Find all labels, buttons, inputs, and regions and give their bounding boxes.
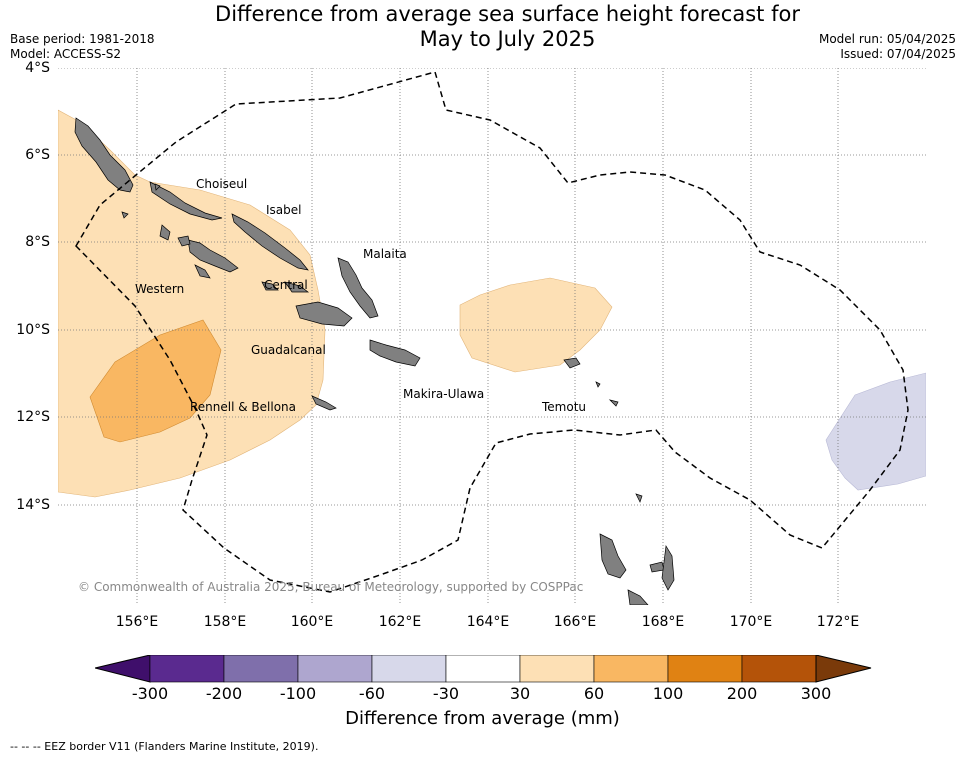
lat-label-14s: 14°S [16, 497, 50, 513]
lat-label-8s: 8°S [25, 234, 50, 250]
island-espiritu-santo [599, 533, 627, 579]
island-santa-isabel [231, 213, 309, 271]
colorbar-tick-8: 100 [652, 684, 684, 703]
island-vanuatu-mid [649, 561, 665, 573]
island-rendova [194, 264, 211, 279]
colorbar-tick-5: -30 [432, 684, 460, 703]
meta-left: Base period: 1981-2018 Model: ACCESS-S2 [10, 32, 155, 62]
island-small-5 [154, 183, 161, 191]
colorbar [95, 655, 872, 683]
colorbar-bin-1 [149, 655, 225, 683]
colorbar-tick-9: 200 [726, 684, 758, 703]
colorbar-bin-2 [223, 655, 299, 683]
footer-note: -- -- -- EEZ border V11 (Flanders Marine… [10, 740, 319, 753]
lat-label-12s: 12°S [16, 409, 50, 425]
base-period: Base period: 1981-2018 [10, 32, 155, 46]
colorbar-tick-3: -100 [279, 684, 317, 703]
colorbar-extend-low [95, 655, 151, 683]
colorbar-bin-5 [445, 655, 521, 683]
lon-label-166e: 166°E [553, 614, 597, 630]
place-temotu: Temotu [542, 400, 587, 414]
colorbar-tick-2: -200 [205, 684, 243, 703]
lon-label-158e: 158°E [203, 614, 247, 630]
island-small-4 [121, 211, 129, 219]
place-makira-ulawa: Makira-Ulawa [403, 387, 485, 401]
colorbar-tick-10: 300 [800, 684, 832, 703]
island-small-2 [595, 381, 601, 388]
colorbar-tick-1: -300 [131, 684, 169, 703]
lon-label-172e: 172°E [816, 614, 860, 630]
island-new-georgia [187, 239, 239, 273]
lon-label-160e: 160°E [290, 614, 334, 630]
map-area [58, 68, 926, 605]
islands [74, 117, 675, 605]
place-isabel: Isabel [266, 203, 302, 217]
meta-right: Model run: 05/04/2025 Issued: 07/04/2025 [819, 32, 956, 62]
copyright-notice: © Commonwealth of Australia 2025, Bureau… [78, 580, 584, 594]
colorbar-tick-4: -60 [358, 684, 386, 703]
lat-label-10s: 10°S [16, 322, 50, 338]
lon-label-168e: 168°E [641, 614, 685, 630]
island-kolombangara [177, 235, 191, 247]
place-rennell-bellona: Rennell & Bellona [190, 400, 297, 414]
colorbar-tick-6: 30 [509, 684, 531, 703]
colorbar-bin-7 [593, 655, 669, 683]
island-guadalcanal [295, 301, 353, 327]
island-vanuatu-east [661, 544, 675, 591]
island-makira [369, 339, 421, 367]
title-line-1: Difference from average sea surface heig… [215, 2, 800, 26]
colorbar-tick-7: 60 [583, 684, 605, 703]
title-line-2: May to July 2025 [419, 27, 596, 51]
lon-label-156e: 156°E [115, 614, 159, 630]
map-svg [58, 68, 926, 605]
lon-label-162e: 162°E [378, 614, 422, 630]
island-bougainville [74, 117, 134, 193]
anomaly-minus-60-30-east [825, 372, 926, 491]
model-name: Model: ACCESS-S2 [10, 47, 122, 61]
model-run: Model run: 05/04/2025 [818, 32, 956, 46]
island-russell [261, 281, 279, 291]
anomaly-30-60-west [58, 109, 326, 498]
lon-label-164e: 164°E [466, 614, 510, 630]
island-small-1 [608, 399, 619, 407]
chart-title: Difference from average sea surface heig… [0, 2, 965, 52]
place-malaita: Malaita [363, 247, 407, 261]
island-ngella [284, 281, 310, 293]
issued-date: Issued: 07/04/2025 [840, 47, 956, 61]
lat-label-4s: 4°S [25, 60, 50, 76]
island-ndeni [563, 357, 581, 369]
island-vella-lavella [159, 224, 171, 241]
colorbar-extend-high [815, 655, 872, 683]
colorbar-bin-8 [667, 655, 743, 683]
colorbar-bin-4 [371, 655, 447, 683]
island-malekula [627, 589, 649, 605]
eez-border [75, 71, 909, 593]
island-malaita [337, 257, 379, 319]
island-choiseul [149, 181, 223, 221]
place-central: Central [264, 278, 308, 292]
anomaly-60-100-west [89, 319, 222, 443]
island-small-3 [635, 493, 643, 503]
island-rennell [311, 395, 337, 411]
colorbar-bin-9 [741, 655, 817, 683]
colorbar-bin-3 [297, 655, 373, 683]
place-western: Western [135, 282, 185, 296]
lon-label-170e: 170°E [729, 614, 773, 630]
lat-label-6s: 6°S [25, 147, 50, 163]
anomaly-30-60-central [459, 277, 613, 373]
place-guadalcanal: Guadalcanal [251, 343, 326, 357]
colorbar-bin-6 [519, 655, 595, 683]
graticule [58, 68, 926, 605]
legend-title: Difference from average (mm) [345, 708, 620, 729]
place-choiseul: Choiseul [196, 177, 248, 191]
